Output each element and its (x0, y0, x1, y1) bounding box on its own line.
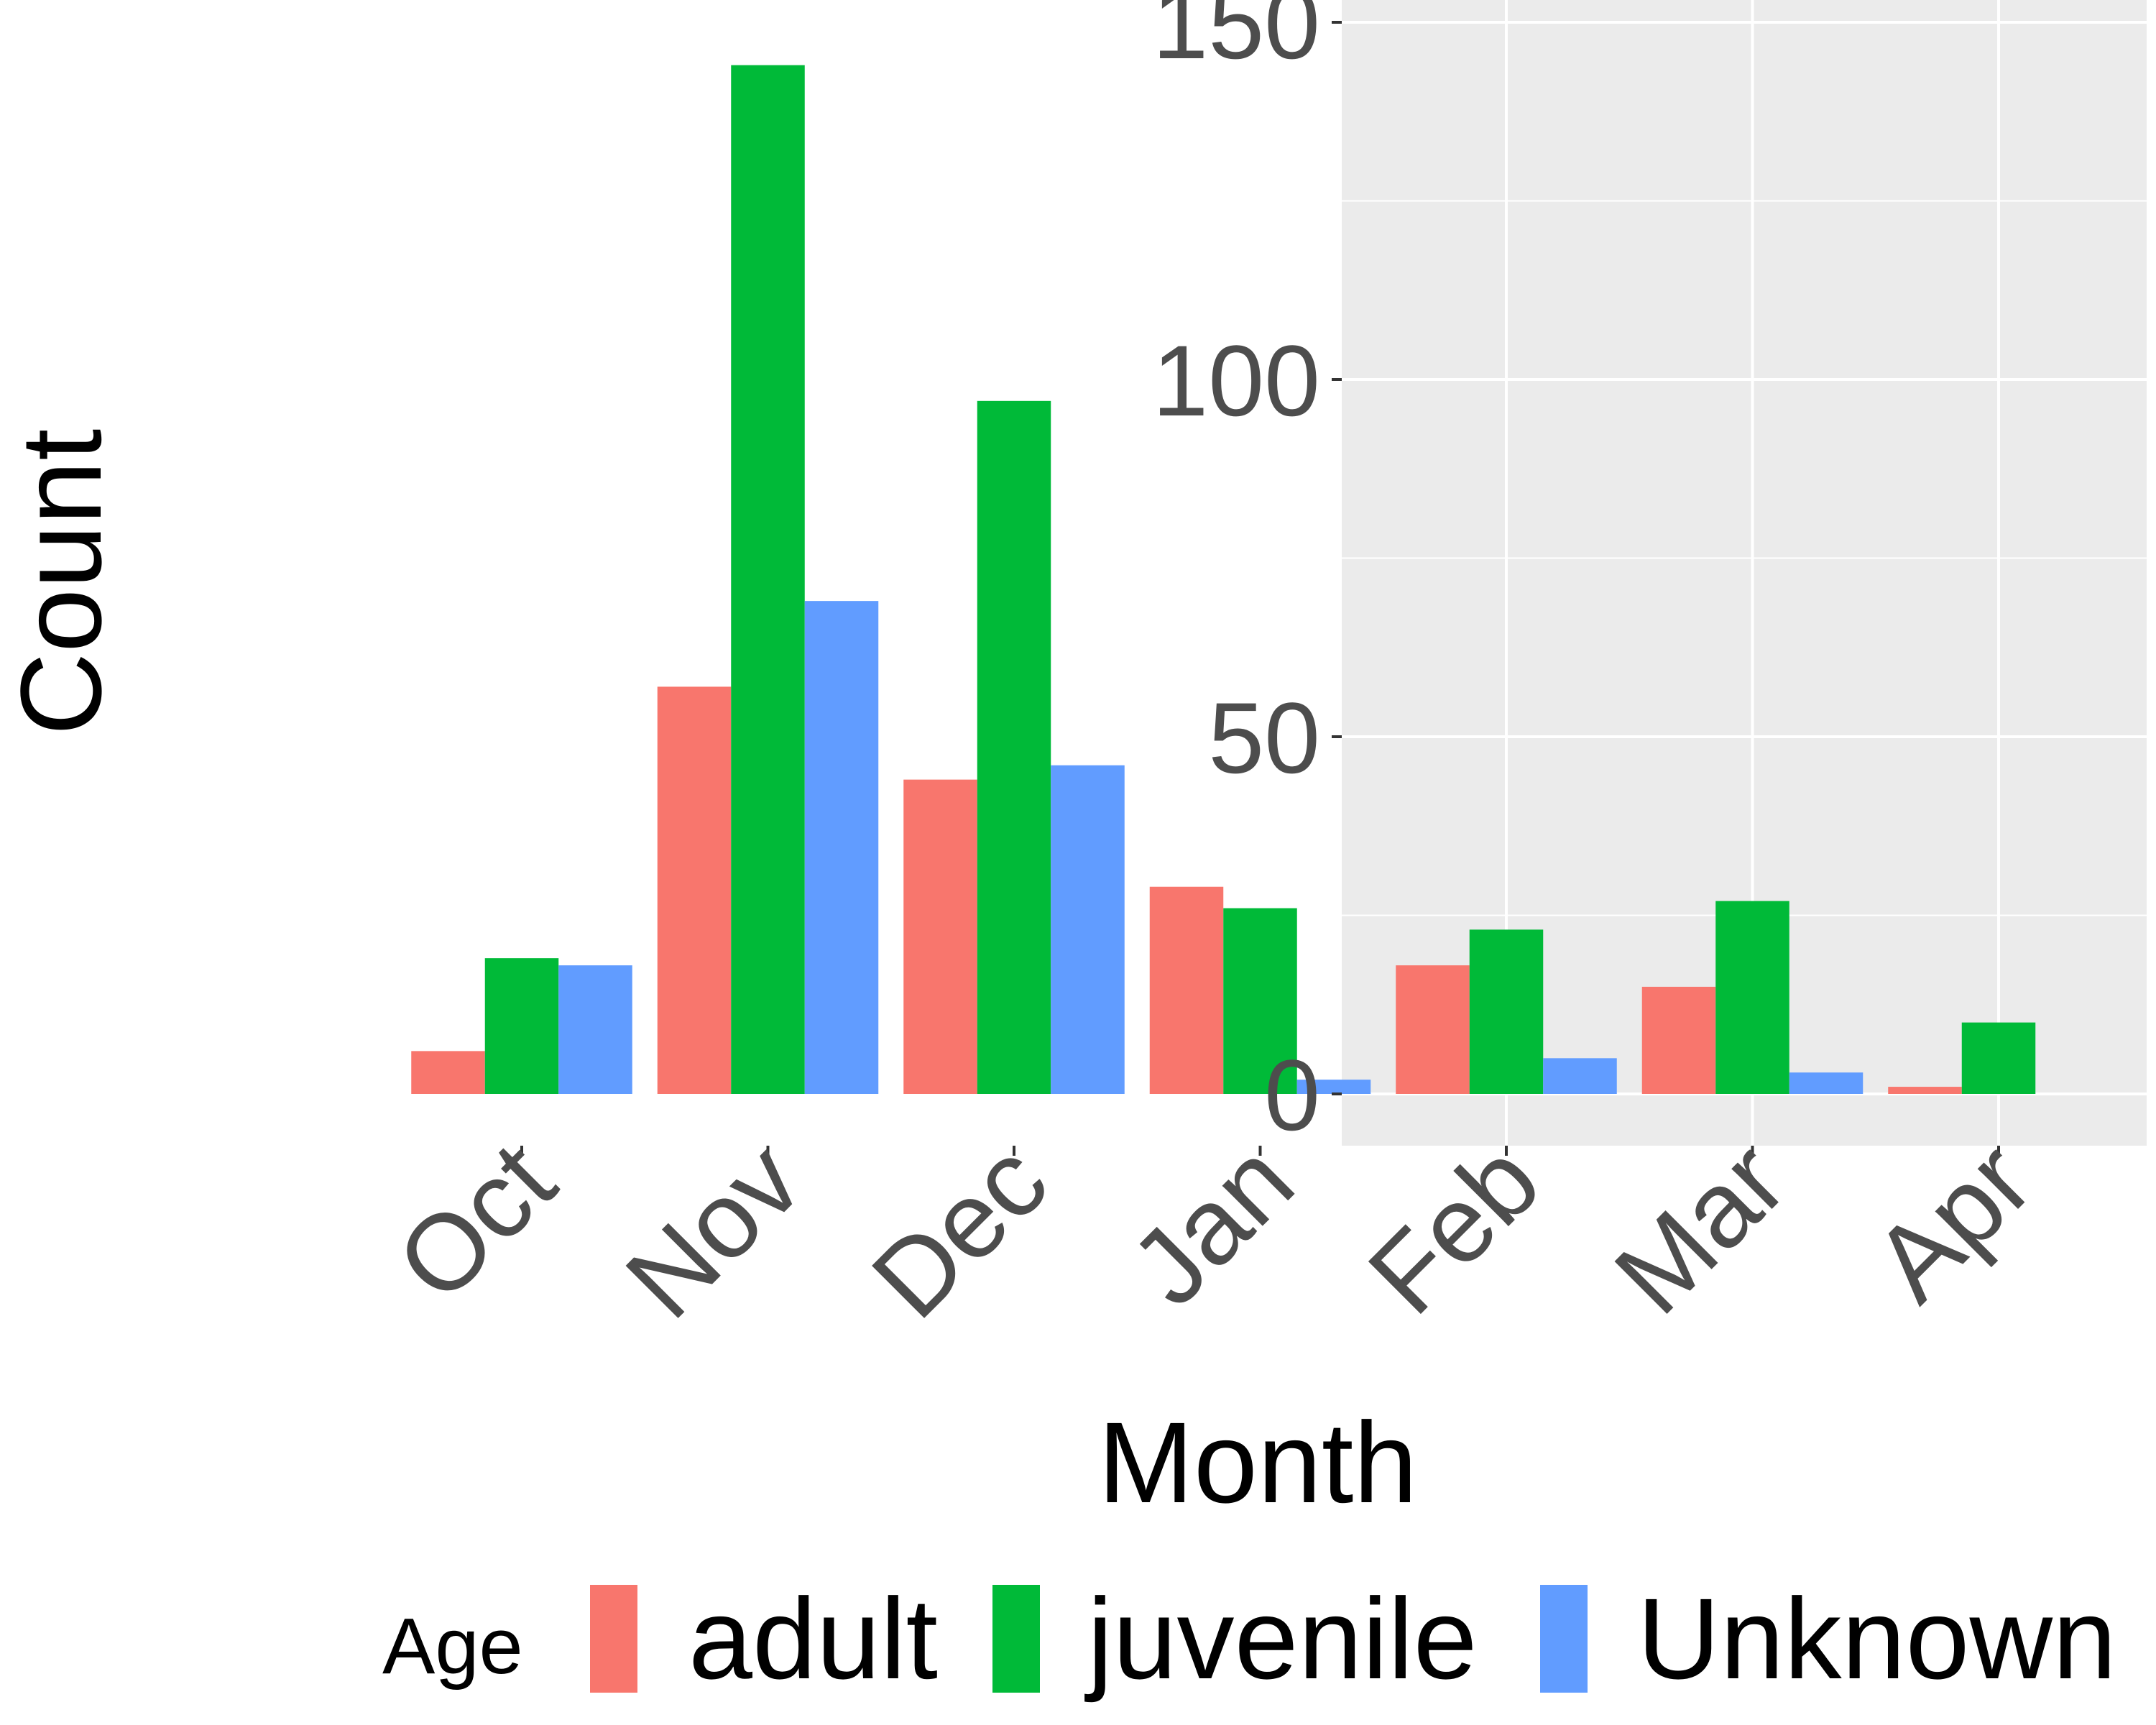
x-tick-label-apr: Apr (1851, 1120, 2055, 1324)
legend-key-adult (590, 1585, 637, 1693)
bar-unknown-feb (1543, 1058, 1617, 1094)
bar-juvenile-apr (1961, 1022, 2036, 1094)
bar-adult-nov (657, 686, 732, 1094)
bar-adult-jan (1149, 886, 1224, 1094)
y-tick-label: 100 (1152, 324, 1320, 437)
y-axis-title: Count (0, 429, 125, 736)
bar-unknown-jan (1296, 1080, 1371, 1094)
bar-juvenile-jan (1223, 908, 1297, 1094)
y-axis: 0 50 100 150 (1152, 0, 1342, 1151)
legend: Age adult juvenile Unknown (382, 1574, 2116, 1703)
bar-juvenile-oct (484, 958, 559, 1094)
x-axis-title: Month (1098, 1398, 1418, 1527)
bar-unknown-mar (1789, 1072, 1864, 1094)
y-tick-label: 50 (1208, 681, 1320, 794)
legend-title: Age (382, 1602, 523, 1690)
bar-adult-apr (1888, 1087, 1962, 1094)
bar-unknown-oct (558, 965, 632, 1094)
x-tick-label-nov: Nov (603, 1120, 824, 1340)
y-tick-label: 0 (1264, 1039, 1320, 1151)
bar-adult-mar (1641, 986, 1716, 1094)
legend-key-juvenile (992, 1585, 1040, 1693)
legend-label-adult: adult (688, 1574, 938, 1703)
legend-label-juvenile: juvenile (1084, 1574, 1478, 1703)
x-tick-label-oct: Oct (374, 1120, 578, 1324)
x-tick-label-feb: Feb (1345, 1120, 1562, 1337)
legend-label-unknown: Unknown (1637, 1574, 2116, 1703)
bar-juvenile-dec (977, 400, 1051, 1094)
bar-juvenile-nov (731, 65, 805, 1094)
x-axis: Oct Nov Dec Jan Feb Mar Apr (374, 1120, 2055, 1340)
bars (411, 65, 2036, 1094)
x-tick-label-mar: Mar (1592, 1120, 1808, 1336)
y-tick-label: 150 (1152, 0, 1320, 80)
x-tick-label-dec: Dec (849, 1120, 1069, 1340)
legend-key-unknown (1540, 1585, 1588, 1693)
bar-unknown-dec (1051, 765, 1125, 1094)
bar-adult-oct (411, 1051, 485, 1094)
bar-unknown-nov (804, 601, 879, 1094)
bar-adult-dec (903, 779, 977, 1094)
bar-juvenile-mar (1715, 901, 1789, 1094)
bar-juvenile-feb (1469, 929, 1544, 1094)
bar-adult-feb (1396, 965, 1470, 1094)
